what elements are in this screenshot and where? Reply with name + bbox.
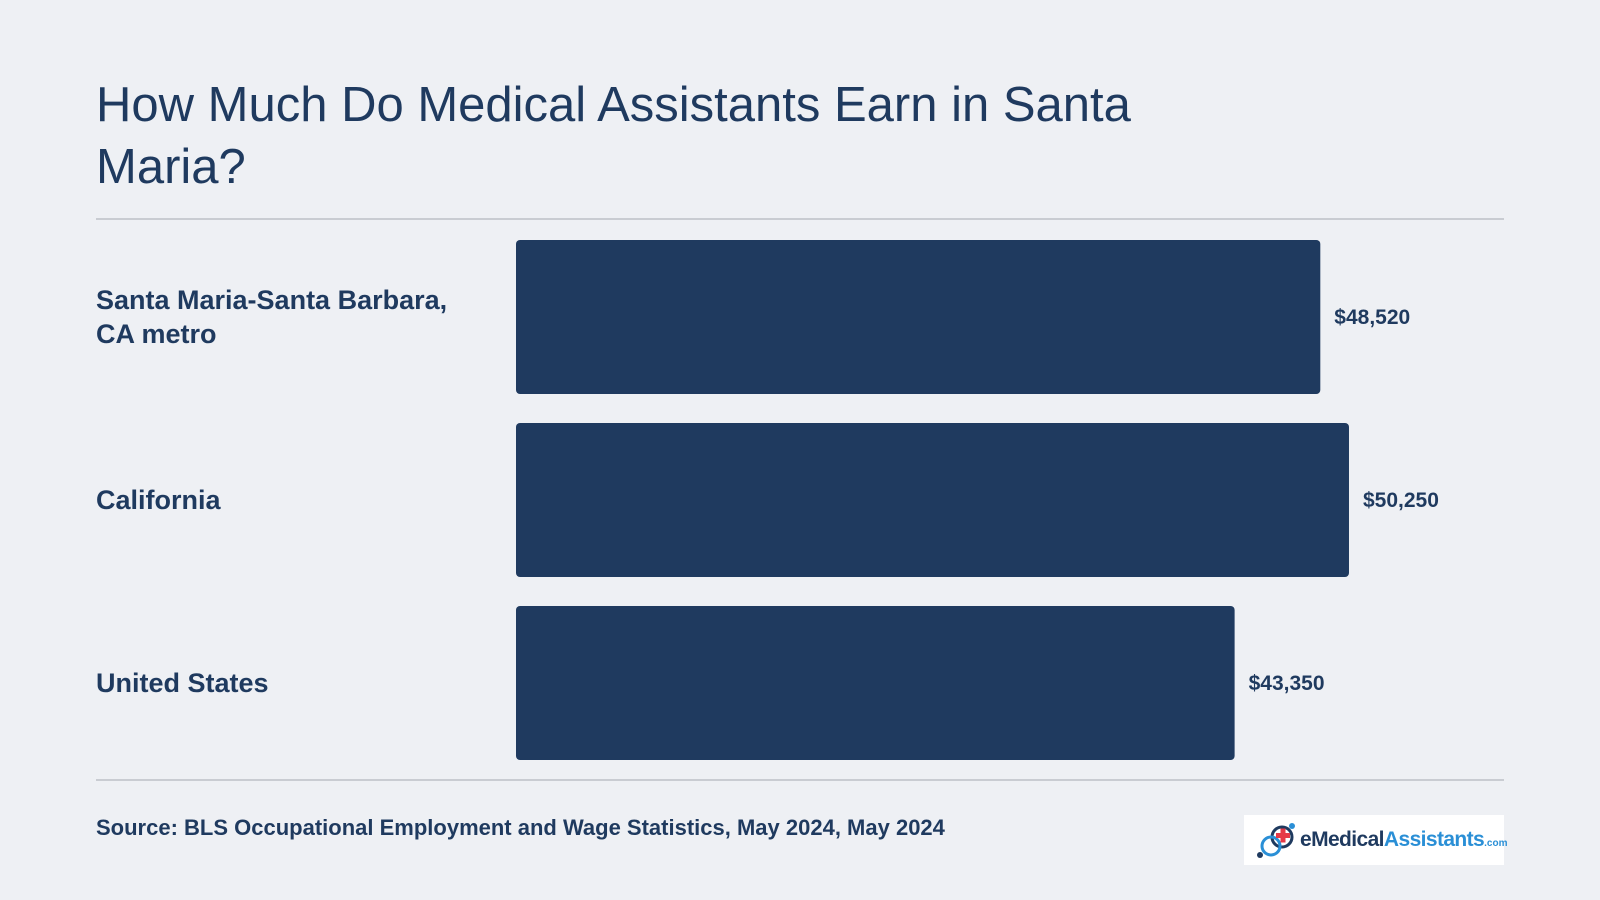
value-label-0: $48,520: [1334, 306, 1410, 329]
brand-logo: eMedicalAssistants.com: [1244, 815, 1507, 865]
category-label-line: United States: [96, 668, 269, 698]
logo-text-dotcom: .com: [1484, 838, 1508, 849]
category-label-line: Santa Maria-Santa Barbara,: [96, 285, 447, 315]
category-label-2: United States: [96, 668, 269, 698]
logo-text-emedical: eMedical: [1300, 828, 1385, 851]
category-label-line: California: [96, 485, 222, 515]
medical-cross-logo-icon: [1257, 823, 1295, 858]
category-label-0: Santa Maria-Santa Barbara, CA metro: [96, 285, 447, 349]
source-note: Source: BLS Occupational Employment and …: [96, 815, 945, 840]
logo-wordmark: eMedicalAssistants.com: [1300, 828, 1507, 852]
bar-0: [516, 240, 1321, 394]
bar-2: [516, 606, 1235, 760]
top-divider: [96, 218, 1504, 220]
chart-title: How Much Do Medical Assistants Earn in S…: [96, 78, 1131, 194]
category-label-line: CA metro: [96, 319, 217, 349]
value-label-1: $50,250: [1363, 489, 1439, 512]
bar-1: [516, 423, 1349, 577]
bottom-divider: [96, 779, 1504, 781]
category-label-1: California: [96, 485, 222, 515]
value-label-2: $43,350: [1249, 672, 1325, 695]
logo-text-assistants: Assistants: [1383, 828, 1485, 851]
